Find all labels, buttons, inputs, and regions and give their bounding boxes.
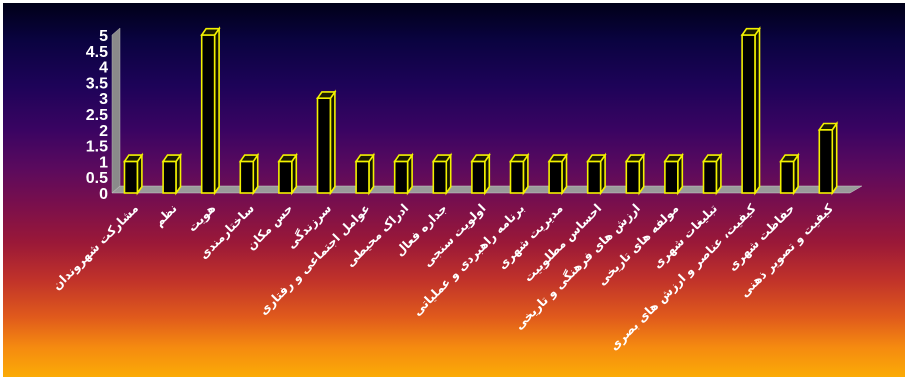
bar xyxy=(277,152,298,196)
bar-front xyxy=(548,160,563,194)
bar xyxy=(586,152,607,196)
x-category-label: نظم xyxy=(152,201,180,229)
bar-top xyxy=(586,154,607,163)
bar-top xyxy=(393,154,414,163)
bar-top xyxy=(547,154,569,163)
bar-front xyxy=(393,160,409,194)
y-tick-label: 2.5 xyxy=(86,107,108,124)
bar-top xyxy=(122,154,144,163)
y-tick-label: 5 xyxy=(99,28,108,45)
bar xyxy=(393,152,414,196)
bar xyxy=(508,152,530,196)
bar xyxy=(470,152,491,196)
bar-top xyxy=(354,154,376,163)
bar-top xyxy=(624,154,646,163)
bar-top xyxy=(431,154,453,163)
bar-top xyxy=(238,154,260,163)
bar-top xyxy=(663,154,684,163)
bar-front xyxy=(355,160,370,194)
bar-front xyxy=(239,160,255,194)
bar-top xyxy=(779,154,800,163)
x-category-label: هویت xyxy=(185,201,219,235)
y-tick-label: 1 xyxy=(99,154,108,171)
y-tick-label: 1.5 xyxy=(86,139,108,156)
bar-front xyxy=(123,160,139,194)
bar-side xyxy=(213,26,220,196)
bar-top xyxy=(277,154,298,163)
bar-front xyxy=(432,160,448,194)
bar xyxy=(663,152,684,196)
y-tick-label: 3.5 xyxy=(86,75,108,92)
bar-front xyxy=(625,160,641,194)
bar xyxy=(701,152,723,196)
bar xyxy=(624,152,646,196)
bar xyxy=(122,152,144,196)
y-tick-label: 4.5 xyxy=(86,44,108,61)
bar xyxy=(161,152,183,196)
bar-front xyxy=(664,160,679,194)
bar-side xyxy=(831,120,838,196)
bar-top xyxy=(508,154,530,163)
bar xyxy=(817,120,839,196)
bar-side xyxy=(329,89,336,196)
y-tick-label: 0.5 xyxy=(86,170,108,187)
bar xyxy=(315,89,337,196)
bar-front xyxy=(200,34,216,194)
bar-top xyxy=(200,27,221,36)
bar-side xyxy=(754,26,761,196)
bar xyxy=(740,26,762,196)
bar xyxy=(200,26,221,196)
chart-side-wall xyxy=(111,27,121,194)
bar-front xyxy=(779,160,795,194)
bar-front xyxy=(278,160,293,194)
x-category-label: حفاظت شهری xyxy=(725,201,797,273)
bar-front xyxy=(741,34,756,194)
bar-top xyxy=(740,27,762,36)
bar-front xyxy=(509,160,525,194)
bar xyxy=(354,152,376,196)
y-tick-label: 4 xyxy=(99,60,108,77)
bar-front xyxy=(471,160,486,194)
bar xyxy=(547,152,569,196)
bar-top xyxy=(470,154,491,163)
y-tick-label: 2 xyxy=(99,123,108,140)
x-category-label: مشارکت شهروندان xyxy=(50,201,142,293)
bar-top xyxy=(817,122,839,131)
bar xyxy=(779,152,800,196)
bar-front xyxy=(162,160,177,194)
bar xyxy=(431,152,453,196)
bar-front xyxy=(702,160,718,194)
y-tick-label: 3 xyxy=(99,91,108,108)
y-tick-label: 0 xyxy=(99,186,108,203)
bar-front xyxy=(316,97,332,194)
bar-top xyxy=(701,154,723,163)
bar-top xyxy=(161,154,183,163)
bar-front xyxy=(818,129,834,194)
bar xyxy=(238,152,260,196)
bar-top xyxy=(315,91,337,99)
bar-front xyxy=(586,160,602,194)
